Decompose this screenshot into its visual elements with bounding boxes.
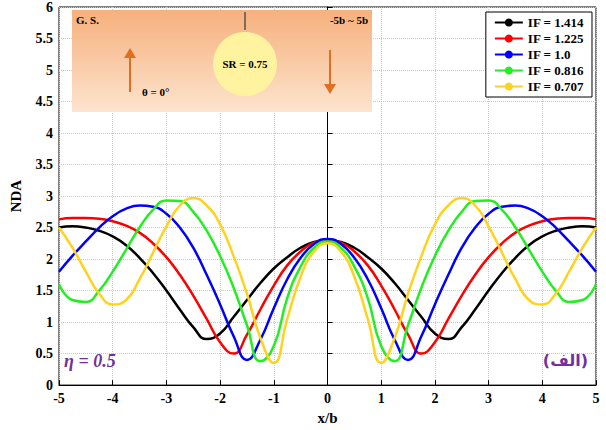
svg-text:IF = 0.707: IF = 0.707 (528, 79, 584, 94)
svg-text:x/b: x/b (317, 410, 337, 426)
svg-text:2: 2 (431, 391, 438, 406)
svg-text:0: 0 (46, 378, 53, 393)
svg-text:IF = 1.225: IF = 1.225 (528, 31, 584, 46)
svg-text:-3: -3 (161, 391, 173, 406)
svg-text:5: 5 (593, 391, 600, 406)
svg-text:(الف): (الف) (543, 351, 588, 370)
svg-text:η = 0.5: η = 0.5 (64, 351, 116, 371)
svg-text:4: 4 (539, 391, 546, 406)
svg-text:G. S.: G. S. (76, 14, 99, 26)
svg-text:-5b ~ 5b: -5b ~ 5b (330, 14, 368, 26)
svg-text:4.5: 4.5 (36, 94, 54, 109)
svg-text:-5: -5 (53, 391, 65, 406)
svg-text:5: 5 (46, 63, 53, 78)
svg-text:0: 0 (324, 391, 331, 406)
svg-text:NDA: NDA (8, 180, 24, 213)
svg-text:0.5: 0.5 (36, 346, 54, 361)
svg-text:1: 1 (378, 391, 385, 406)
svg-text:θ = 0°: θ = 0° (142, 86, 169, 98)
svg-text:IF = 1.0: IF = 1.0 (528, 47, 571, 62)
svg-text:2: 2 (46, 252, 53, 267)
svg-text:3: 3 (485, 391, 492, 406)
svg-text:SR = 0.75: SR = 0.75 (222, 58, 268, 70)
svg-text:IF = 0.816: IF = 0.816 (528, 63, 584, 78)
svg-text:1.5: 1.5 (36, 283, 54, 298)
svg-text:3: 3 (46, 189, 53, 204)
svg-text:2.5: 2.5 (36, 220, 54, 235)
svg-text:-1: -1 (268, 391, 280, 406)
svg-text:6: 6 (46, 0, 53, 15)
svg-text:5.5: 5.5 (36, 31, 54, 46)
svg-text:1: 1 (46, 315, 53, 330)
svg-text:3.5: 3.5 (36, 157, 54, 172)
svg-text:IF = 1.414: IF = 1.414 (528, 15, 584, 30)
svg-text:-4: -4 (107, 391, 119, 406)
svg-text:4: 4 (46, 126, 53, 141)
svg-text:-2: -2 (214, 391, 226, 406)
